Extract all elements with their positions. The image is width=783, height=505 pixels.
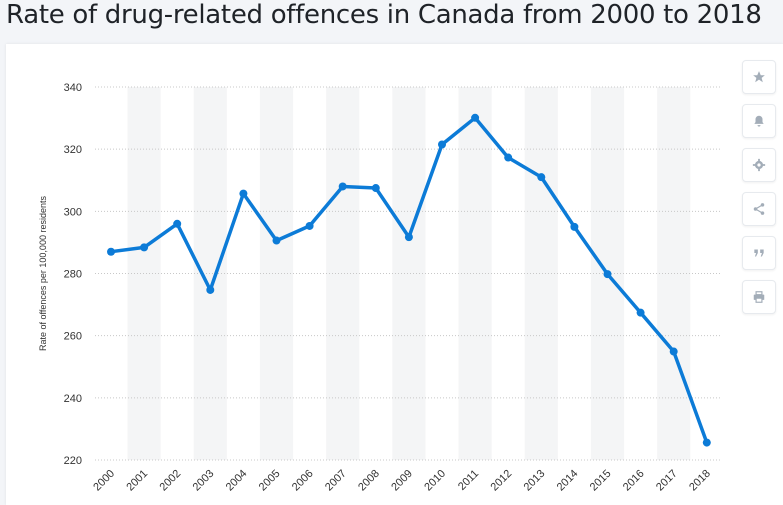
y-tick-label: 240 — [64, 393, 82, 405]
x-tick-label: 2007 — [323, 468, 349, 494]
data-point-2013[interactable] — [537, 173, 546, 182]
gear-icon — [752, 158, 766, 172]
data-point-2018[interactable] — [702, 438, 711, 447]
data-point-2006[interactable] — [305, 221, 314, 230]
favorite-button[interactable] — [742, 60, 776, 94]
print-icon — [753, 291, 765, 303]
data-point-2011[interactable] — [471, 113, 480, 122]
x-tick-label: 2011 — [456, 468, 481, 493]
y-axis-ticks: 220 240 260 280 300 320 340 — [64, 82, 82, 467]
chart-toolbar — [742, 60, 776, 324]
x-tick-label: 2005 — [257, 468, 283, 494]
data-point-2009[interactable] — [404, 233, 413, 242]
x-tick-label: 2015 — [588, 468, 614, 494]
data-point-2003[interactable] — [206, 285, 215, 294]
cite-button[interactable] — [742, 236, 776, 270]
band-2011 — [458, 87, 492, 460]
x-tick-label: 2013 — [522, 468, 548, 494]
data-points — [107, 113, 711, 447]
page-title: Rate of drug-related offences in Canada … — [6, 0, 762, 30]
x-tick-label: 2001 — [124, 468, 150, 494]
data-point-2016[interactable] — [636, 308, 645, 317]
data-point-2000[interactable] — [107, 247, 115, 256]
band-2005 — [259, 87, 294, 460]
data-point-2008[interactable] — [371, 184, 380, 193]
data-point-2012[interactable] — [504, 153, 513, 162]
chart-card: 220 240 260 280 300 320 340 2000 2001 2002 2003 20… — [6, 44, 783, 505]
data-point-2015[interactable] — [603, 270, 612, 279]
notification-button[interactable] — [742, 104, 776, 138]
x-tick-label: 2016 — [621, 468, 647, 494]
x-tick-label: 2018 — [687, 468, 713, 494]
star-icon — [753, 71, 765, 83]
y-tick-label: 260 — [64, 331, 82, 343]
data-point-2001[interactable] — [140, 243, 149, 252]
y-tick-label: 340 — [64, 82, 82, 94]
data-point-2010[interactable] — [438, 140, 446, 149]
y-tick-label: 220 — [64, 455, 82, 467]
data-point-2002[interactable] — [173, 219, 182, 228]
share-icon — [753, 203, 765, 215]
print-button[interactable] — [742, 280, 776, 314]
x-tick-label: 2004 — [224, 468, 250, 494]
data-point-2007[interactable] — [338, 182, 347, 191]
x-tick-label: 2003 — [191, 468, 217, 494]
settings-button[interactable] — [742, 148, 776, 182]
x-tick-label: 2012 — [489, 468, 515, 494]
bell-icon — [754, 115, 764, 127]
data-point-2005[interactable] — [272, 236, 281, 245]
x-tick-label: 2010 — [422, 468, 448, 494]
x-tick-label: 2017 — [654, 468, 680, 494]
x-tick-label: 2002 — [158, 468, 184, 494]
share-button[interactable] — [742, 192, 776, 226]
band-2007 — [326, 87, 360, 460]
x-tick-label: 2008 — [356, 468, 382, 494]
data-point-2004[interactable] — [239, 189, 248, 198]
x-tick-label: 2009 — [389, 468, 415, 494]
data-point-2017[interactable] — [669, 347, 678, 356]
x-tick-label: 2006 — [290, 468, 316, 494]
x-axis-ticks: 2000 2001 2002 2003 2004 2005 2006 2007 2008 2009… — [91, 468, 713, 494]
y-tick-label: 280 — [64, 269, 82, 281]
y-axis-label: Rate of offences per 100,000 residents — [38, 196, 48, 351]
band-2009 — [392, 87, 426, 460]
y-tick-label: 320 — [64, 144, 82, 156]
band-2013 — [524, 87, 558, 460]
data-point-2014[interactable] — [570, 222, 579, 231]
quote-icon — [754, 249, 764, 257]
x-tick-label: 2014 — [555, 468, 581, 494]
y-tick-label: 300 — [64, 206, 82, 218]
gridlines — [95, 86, 722, 461]
x-tick-label: 2000 — [91, 468, 117, 494]
